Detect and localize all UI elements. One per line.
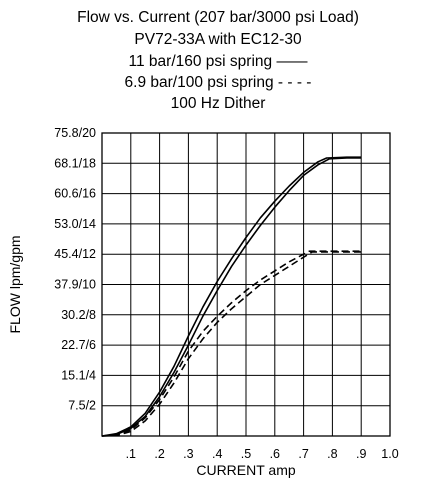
y-axis-label: FLOW lpm/gpm	[7, 235, 23, 333]
x-tick-label: .7	[298, 447, 308, 461]
title-line: PV72-33A with EC12-30	[134, 31, 302, 48]
y-tick-label: 37.9/10	[54, 278, 96, 292]
x-tick-label: .6	[270, 447, 280, 461]
y-tick-label: 7.5/2	[68, 399, 96, 413]
x-axis-label: CURRENT amp	[196, 462, 296, 478]
series-line-3	[101, 250, 362, 437]
x-tick-label: .9	[356, 447, 366, 461]
title-line: 11 bar/160 psi spring ——	[129, 53, 308, 70]
series-line-2	[101, 157, 362, 437]
y-tick-label: 60.6/16	[54, 187, 96, 201]
y-tick-label: 68.1/18	[54, 156, 96, 170]
series-line-1	[101, 156, 362, 437]
chart-grid	[102, 133, 390, 436]
y-tick-label: 45.4/12	[54, 247, 96, 261]
x-tick-label: .8	[327, 447, 337, 461]
title-line: 6.9 bar/100 psi spring - - - -	[125, 74, 312, 91]
title-line: 100 Hz Dither	[171, 95, 266, 112]
chart-series	[101, 156, 362, 437]
y-tick-label: 22.7/6	[61, 338, 96, 352]
x-tick-label: .3	[183, 447, 193, 461]
x-tick-label: .2	[154, 447, 164, 461]
y-tick-label: 53.0/14	[54, 217, 96, 231]
x-tick-label: .4	[212, 447, 222, 461]
x-tick-label: .1	[126, 447, 136, 461]
x-tick-label: 1.0	[381, 447, 398, 461]
chart-title: Flow vs. Current (207 bar/3000 psi Load)…	[77, 9, 359, 112]
title-line: Flow vs. Current (207 bar/3000 psi Load)	[77, 9, 359, 26]
x-tick-labels: .1 .2 .3 .4 .5 .6 .7 .8 .9 1.0	[126, 447, 399, 461]
y-tick-label: 75.8/20	[54, 126, 96, 140]
y-tick-label: 15.1/4	[61, 368, 96, 382]
plot-frame	[101, 132, 391, 437]
series-line-4	[101, 251, 362, 437]
x-tick-label: .5	[241, 447, 251, 461]
y-tick-labels: 7.5/2 15.1/4 22.7/6 30.2/8 37.9/10 45.4/12 53.…	[54, 126, 96, 413]
y-tick-label: 30.2/8	[61, 308, 96, 322]
